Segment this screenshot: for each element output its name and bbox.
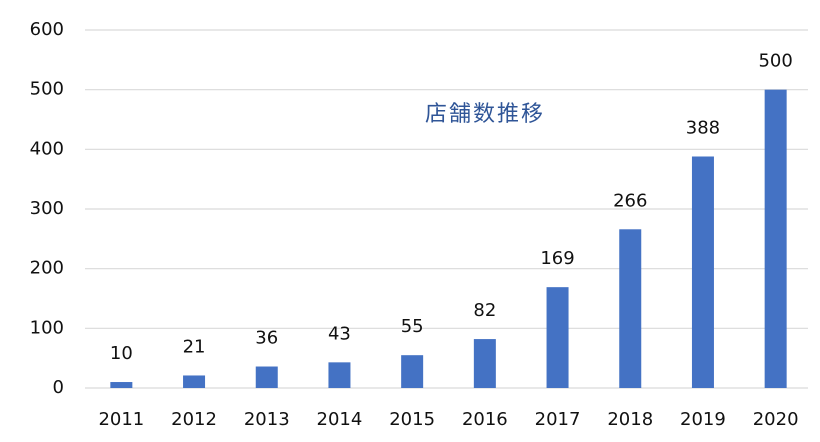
data-label: 169 (540, 248, 574, 269)
x-tick-label: 2015 (389, 409, 435, 430)
data-label: 266 (613, 190, 647, 211)
x-tick-label: 2016 (462, 409, 508, 430)
bar (691, 156, 714, 388)
x-tick-label: 2018 (607, 409, 653, 430)
bar (328, 362, 351, 388)
y-tick-label: 100 (30, 317, 64, 338)
y-tick-label: 500 (30, 79, 64, 100)
data-label: 10 (110, 343, 133, 364)
y-tick-label: 600 (30, 19, 64, 40)
x-tick-label: 2017 (535, 409, 581, 430)
data-label: 21 (183, 336, 206, 357)
x-tick-label: 2012 (171, 409, 217, 430)
x-tick-label: 2019 (680, 409, 726, 430)
bar (183, 375, 206, 388)
chart-title: 店舗数推移 (425, 102, 545, 127)
bar (473, 339, 496, 388)
bar (110, 382, 133, 388)
bar (764, 89, 787, 389)
y-tick-label: 0 (53, 377, 64, 398)
bar (255, 366, 278, 388)
y-tick-label: 300 (30, 198, 64, 219)
data-label: 500 (758, 51, 792, 72)
bar (401, 355, 424, 388)
data-label: 388 (686, 117, 720, 138)
y-tick-label: 400 (30, 138, 64, 159)
data-label: 55 (401, 316, 424, 337)
data-label: 43 (328, 323, 351, 344)
data-label: 36 (255, 328, 278, 349)
y-tick-label: 200 (30, 258, 64, 279)
x-tick-label: 2014 (317, 409, 363, 430)
x-tick-label: 2020 (753, 409, 799, 430)
bar (619, 229, 642, 388)
data-label: 82 (473, 300, 496, 321)
bar (546, 287, 569, 388)
x-tick-label: 2011 (98, 409, 144, 430)
x-tick-label: 2013 (244, 409, 290, 430)
